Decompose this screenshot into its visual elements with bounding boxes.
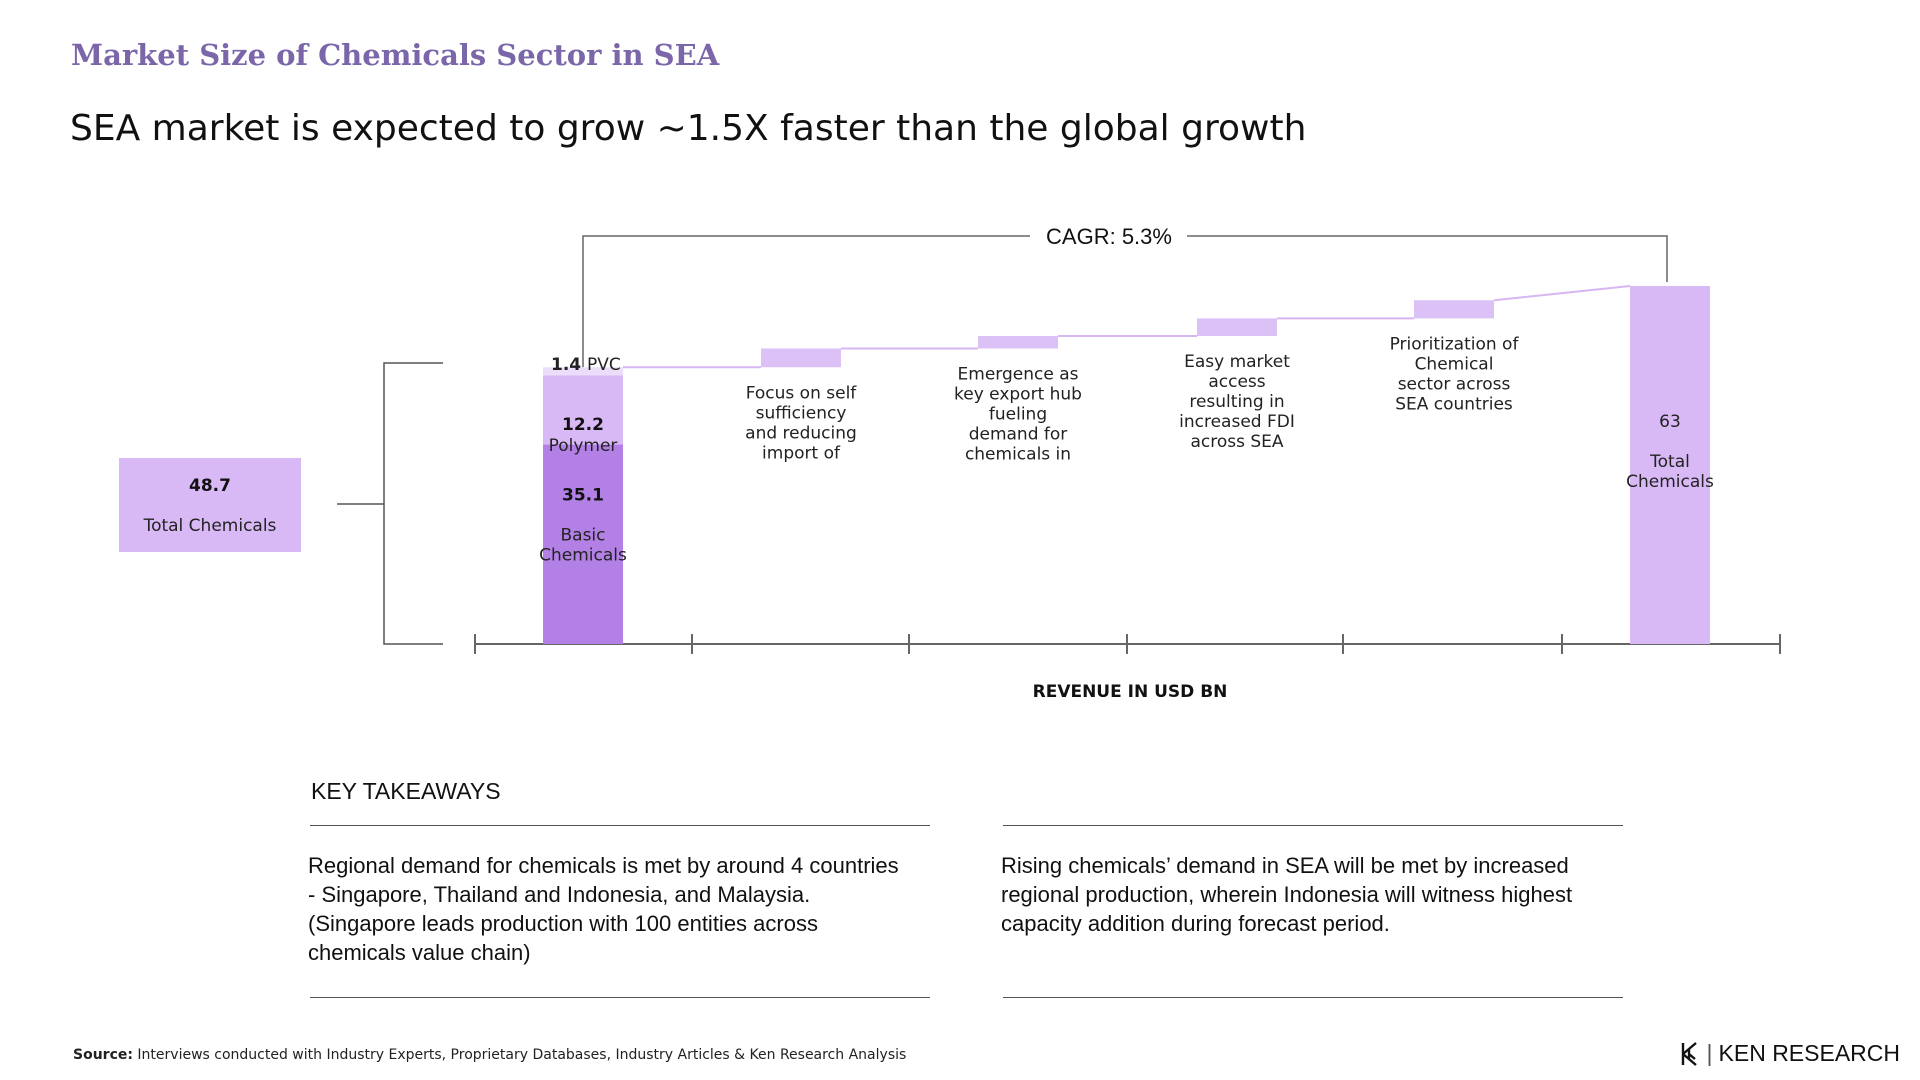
takeaway-line: capacity addition during forecast period… <box>1001 911 1390 936</box>
source-label: Source: <box>73 1047 133 1063</box>
data-label-polymer: 12.2 <box>562 415 604 435</box>
data-label-basic-chemicals: 35.1 <box>562 486 604 506</box>
series-label-total-end: Total <box>1649 452 1690 472</box>
series-label-basic-chemicals: Chemicals <box>539 546 627 566</box>
breakdown-bracket <box>383 362 443 645</box>
takeaway-text-2: Rising chemicals’ demand in SEA will be … <box>1001 851 1641 938</box>
driver-label-2: Emergence as <box>958 365 1079 385</box>
cagr-bracket-right <box>1187 235 1668 282</box>
x-axis-label: REVENUE IN USD BN <box>1033 682 1228 702</box>
driver-label-3: access <box>1208 372 1265 392</box>
driver-label-4: sector across <box>1398 374 1511 394</box>
takeaway-line: chemicals value chain) <box>308 940 531 965</box>
driver-label-3: Easy market <box>1184 352 1290 372</box>
section-title: Market Size of Chemicals Sector in SEA <box>71 38 720 72</box>
pvc-name: PVC <box>587 355 621 375</box>
driver-label-4: SEA countries <box>1395 394 1513 414</box>
bar-driver-1 <box>761 348 841 368</box>
connector-line <box>1493 285 1631 302</box>
bar-polymer <box>543 375 623 445</box>
bar-driver-4 <box>1414 300 1494 319</box>
ken-research-logo-icon <box>1681 1041 1697 1066</box>
bar-total-end <box>1630 286 1710 644</box>
start-total-label: Total Chemicals <box>143 516 277 536</box>
headline: SEA market is expected to grow ~1.5X fas… <box>70 108 1307 149</box>
driver-label-3: increased FDI <box>1179 412 1295 432</box>
takeaway-line: regional production, wherein Indonesia w… <box>1001 882 1573 907</box>
driver-label-1: Focus on self <box>746 383 858 403</box>
takeaway-line: - Singapore, Thailand and Indonesia, and… <box>308 882 811 907</box>
pvc-value: 1.4 <box>551 355 587 375</box>
takeaway-divider-top-right <box>1003 825 1623 826</box>
takeaway-text-1: Regional demand for chemicals is met by … <box>308 851 948 967</box>
data-label-pvc: 1.4 PVC <box>551 355 621 375</box>
waterfall-chart: CAGR: 5.3% 35.1BasicChemicals12.2Polymer… <box>119 224 1781 702</box>
start-total-box <box>119 458 301 552</box>
takeaway-divider-bottom-left <box>310 997 930 998</box>
driver-label-1: and reducing <box>745 423 857 443</box>
driver-label-3: across SEA <box>1190 432 1283 452</box>
series-label-basic-chemicals: Basic <box>560 526 605 546</box>
source-note: Source: Interviews conducted with Indust… <box>73 1047 906 1063</box>
takeaway-line: Rising chemicals’ demand in SEA will be … <box>1001 853 1569 878</box>
driver-label-2: key export hub <box>954 385 1082 405</box>
takeaway-divider-top-left <box>310 825 930 826</box>
driver-label-4: Chemical <box>1415 354 1494 374</box>
driver-label-4: Prioritization of <box>1390 334 1520 354</box>
cagr-label: CAGR: 5.3% <box>1046 224 1172 249</box>
cagr-bracket-left <box>582 235 1030 368</box>
driver-label-1: sufficiency <box>756 403 847 423</box>
start-total-value: 48.7 <box>189 476 231 496</box>
driver-label-1: import of <box>762 443 841 463</box>
driver-label-2: fueling <box>989 405 1047 425</box>
ken-research-logo: | KEN RESEARCH <box>1681 1040 1900 1067</box>
key-takeaways-heading: KEY TAKEAWAYS <box>311 778 501 804</box>
bar-driver-3 <box>1197 318 1277 337</box>
driver-label-3: resulting in <box>1189 392 1284 412</box>
data-label-total-end: 63 <box>1659 412 1681 432</box>
driver-label-2: chemicals in <box>965 445 1071 465</box>
takeaway-line: (Singapore leads production with 100 ent… <box>308 911 818 936</box>
bar-pvc <box>543 367 623 376</box>
series-label-total-end: Chemicals <box>1626 472 1714 492</box>
logo-text: KEN RESEARCH <box>1718 1040 1900 1066</box>
bar-driver-2 <box>978 336 1058 349</box>
driver-label-2: demand for <box>969 425 1068 445</box>
takeaway-line: Regional demand for chemicals is met by … <box>308 853 899 878</box>
source-text: Interviews conducted with Industry Exper… <box>132 1047 907 1063</box>
series-label-polymer: Polymer <box>549 436 618 456</box>
bar-basic-chemicals <box>543 444 623 644</box>
takeaway-divider-bottom-right <box>1003 997 1623 998</box>
